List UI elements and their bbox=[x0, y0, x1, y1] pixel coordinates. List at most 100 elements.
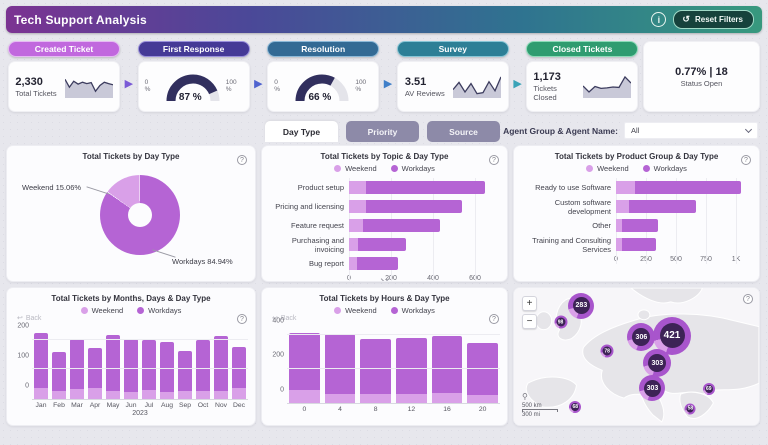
kpi-card-tickets-closed[interactable]: 1,173 Tickets Closed bbox=[526, 61, 639, 112]
agent-filter-value: All bbox=[631, 126, 640, 135]
bubble-value: 78 bbox=[602, 346, 612, 356]
legend-dot-workdays bbox=[642, 165, 650, 172]
legend-dot-workdays bbox=[137, 307, 145, 314]
map-bubble[interactable]: 421 bbox=[653, 316, 692, 355]
x-tick-label: Apr bbox=[89, 402, 101, 409]
help-icon[interactable]: ? bbox=[237, 155, 247, 165]
map-bubble[interactable]: 98 bbox=[554, 315, 568, 329]
panel-europe-map: ? + − ⚲ 500 km 300 mi 283 98 306 421 303 303 7… bbox=[513, 287, 760, 426]
stacked-bar[interactable] bbox=[196, 328, 210, 399]
tab-priority[interactable]: Priority bbox=[346, 121, 419, 142]
y-tick-label: 400 bbox=[272, 317, 284, 325]
donut-slices[interactable] bbox=[100, 175, 180, 255]
map-bubble[interactable]: 78 bbox=[600, 344, 614, 358]
stacked-bar[interactable] bbox=[349, 181, 500, 194]
stacked-bar[interactable] bbox=[214, 328, 228, 399]
stacked-bar[interactable] bbox=[349, 200, 500, 213]
tab-source[interactable]: Source bbox=[427, 121, 500, 142]
stage-pill-survey[interactable]: Survey bbox=[396, 41, 509, 57]
drill-back-button[interactable]: ↩ Back bbox=[272, 314, 297, 323]
stacked-bar[interactable] bbox=[616, 219, 752, 232]
stage-resolution: Resolution 0 % 66 % 100 % bbox=[267, 41, 380, 112]
stacked-bar[interactable] bbox=[616, 238, 752, 251]
legend-dot-workdays bbox=[390, 165, 398, 172]
agent-filter-dropdown[interactable]: All bbox=[624, 122, 758, 139]
map-bubble[interactable]: 303 bbox=[639, 375, 666, 401]
stacked-bar[interactable] bbox=[467, 328, 499, 403]
zoom-in-button[interactable]: + bbox=[522, 296, 537, 311]
back-label: Back bbox=[280, 314, 297, 322]
stacked-bar[interactable] bbox=[616, 200, 752, 213]
legend-label: Weekend bbox=[597, 164, 629, 173]
help-icon[interactable]: ? bbox=[489, 314, 499, 324]
header-bar: Tech Support Analysis i ↺ Reset Filters bbox=[6, 6, 762, 33]
gauge-card-first-response[interactable]: 0 % 87 % 100 % bbox=[137, 61, 250, 112]
kpi-card-total-tickets[interactable]: 2,330 Total Tickets bbox=[8, 61, 120, 112]
legend-label: Workdays bbox=[401, 306, 435, 315]
flow-arrow-icon: ▶ bbox=[254, 78, 263, 90]
stacked-bar[interactable] bbox=[396, 328, 427, 403]
stage-created-ticket: Created Ticket 2,330 Total Tickets bbox=[8, 41, 120, 112]
map-bubble[interactable]: 303 bbox=[643, 349, 672, 378]
stacked-bar[interactable] bbox=[431, 328, 463, 403]
map-bubble[interactable]: 58 bbox=[684, 403, 696, 415]
status-open-caption: Status Open bbox=[680, 78, 723, 88]
legend-label: Weekend bbox=[345, 306, 377, 315]
stacked-bar[interactable] bbox=[160, 328, 174, 399]
stage-pill-first-response[interactable]: First Response bbox=[137, 41, 250, 57]
sparkline-chart bbox=[64, 74, 113, 100]
x-tick-label: Nov bbox=[214, 402, 228, 409]
charts-grid: Total Tickets by Day Type ? Weekend 15.0… bbox=[6, 145, 762, 426]
stacked-bar[interactable] bbox=[70, 328, 84, 399]
stacked-bar[interactable] bbox=[349, 219, 500, 232]
stacked-bar[interactable] bbox=[106, 328, 120, 399]
help-icon[interactable]: ? bbox=[489, 155, 499, 165]
tab-day-type[interactable]: Day Type bbox=[265, 121, 338, 142]
gauge-card-resolution[interactable]: 0 % 66 % 100 % bbox=[267, 61, 380, 112]
stacked-bar[interactable] bbox=[289, 328, 320, 403]
kpi-caption: AV Reviews bbox=[404, 88, 445, 98]
page-title: Tech Support Analysis bbox=[14, 12, 147, 27]
help-icon[interactable]: ? bbox=[237, 314, 247, 324]
kpi-card-av-reviews[interactable]: 3.51 AV Reviews bbox=[396, 61, 509, 112]
x-tick-label: Oct bbox=[197, 402, 209, 409]
stacked-bar[interactable] bbox=[178, 328, 192, 399]
stacked-bar[interactable] bbox=[232, 328, 246, 399]
stage-pill-closed-tickets[interactable]: Closed Tickets bbox=[526, 41, 639, 57]
legend-dot-weekend bbox=[334, 165, 342, 172]
stage-pill-created-ticket[interactable]: Created Ticket bbox=[8, 41, 120, 57]
map-bubble[interactable]: 283 bbox=[568, 292, 595, 319]
stage-pill-resolution[interactable]: Resolution bbox=[267, 41, 380, 57]
drill-back-button[interactable]: ↩ Back bbox=[17, 314, 42, 323]
map-bubble[interactable]: 68 bbox=[569, 401, 582, 414]
stacked-bar[interactable] bbox=[52, 328, 66, 399]
bubble-value: 303 bbox=[643, 379, 661, 397]
stacked-bar[interactable] bbox=[349, 257, 500, 270]
stage-closed-tickets: Closed Tickets 1,173 Tickets Closed bbox=[526, 41, 639, 112]
stacked-bar[interactable] bbox=[88, 328, 102, 399]
help-icon[interactable]: ? bbox=[741, 155, 751, 165]
stacked-bar[interactable] bbox=[360, 328, 392, 403]
stacked-bar[interactable] bbox=[142, 328, 156, 399]
chart-title: Total Tickets by Product Group & Day Typ… bbox=[554, 152, 719, 161]
map-bubble[interactable]: 69 bbox=[702, 383, 715, 396]
back-label: Back bbox=[25, 314, 42, 322]
kpi-value: 1,173 bbox=[533, 71, 561, 83]
stacked-bar[interactable] bbox=[349, 238, 500, 251]
agent-filter-label: Agent Group & Agent Name: bbox=[503, 125, 618, 136]
help-icon[interactable]: ? bbox=[743, 294, 753, 304]
stacked-bar[interactable] bbox=[124, 328, 138, 399]
map-bubble[interactable]: 306 bbox=[627, 323, 656, 352]
back-arrow-icon: ↩ bbox=[17, 315, 23, 322]
stacked-bar[interactable] bbox=[324, 328, 356, 403]
status-open-value: 0.77% | 18 bbox=[675, 65, 728, 78]
stacked-bar[interactable] bbox=[616, 181, 752, 194]
info-icon[interactable]: i bbox=[651, 12, 667, 27]
zoom-out-button[interactable]: − bbox=[522, 314, 537, 329]
reset-filters-button[interactable]: ↺ Reset Filters bbox=[673, 10, 754, 29]
bar-category-label: Bug report bbox=[308, 259, 344, 268]
stacked-bar[interactable] bbox=[34, 328, 48, 399]
legend-label: Weekend bbox=[345, 164, 377, 173]
legend-label: Weekend bbox=[91, 306, 124, 315]
x-tick-label: Jul bbox=[144, 402, 154, 409]
